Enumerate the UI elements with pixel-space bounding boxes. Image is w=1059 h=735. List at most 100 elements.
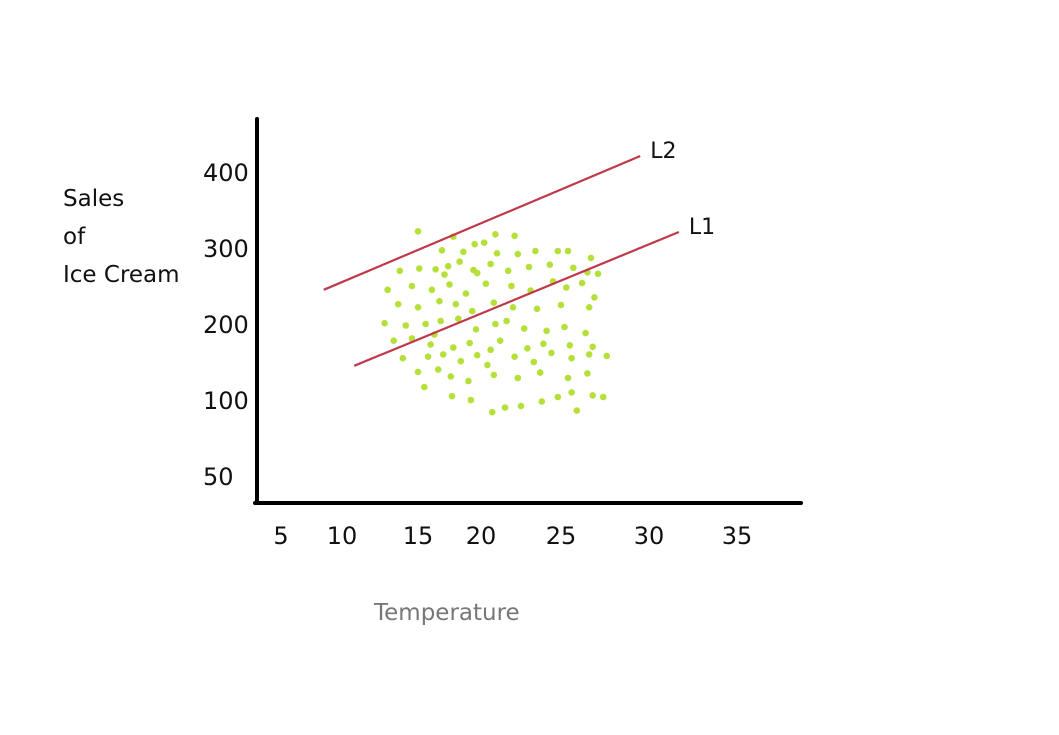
scatter-point bbox=[573, 407, 581, 414]
y-tick-label-400: 400 bbox=[203, 159, 249, 187]
line-l1 bbox=[353, 230, 680, 367]
scatter-point bbox=[480, 239, 488, 246]
y-tick-label-50: 50 bbox=[203, 463, 234, 491]
scatter-point bbox=[460, 248, 467, 256]
scatter-point bbox=[427, 341, 434, 348]
scatter-point bbox=[424, 353, 432, 361]
scatter-point bbox=[432, 266, 439, 273]
x-tick-label-20: 20 bbox=[466, 522, 497, 550]
scatter-point bbox=[471, 240, 479, 248]
scatter-point bbox=[448, 392, 456, 400]
scatter-point bbox=[467, 396, 475, 404]
line-l2 bbox=[323, 154, 641, 291]
scatter-point bbox=[390, 337, 398, 345]
x-tick-label-5: 5 bbox=[273, 522, 288, 550]
scatter-point bbox=[568, 389, 575, 396]
scatter-point bbox=[414, 228, 422, 235]
scatter-point bbox=[452, 300, 460, 308]
scatter-point bbox=[585, 304, 593, 311]
line-label-l1: L1 bbox=[689, 215, 715, 240]
y-axis-label: Sales of Ice Cream bbox=[63, 186, 180, 288]
scatter-point bbox=[517, 402, 525, 410]
scatter-point bbox=[599, 393, 607, 401]
scatter-point bbox=[536, 369, 544, 376]
y-axis-label-line-3: Ice Cream bbox=[63, 262, 180, 288]
scatter-point bbox=[484, 361, 491, 369]
scatter-point bbox=[548, 349, 555, 357]
scatter-point bbox=[504, 267, 512, 275]
scatter-point bbox=[511, 232, 518, 240]
scatter-point bbox=[591, 294, 598, 301]
scatter-point bbox=[437, 317, 445, 325]
scatter-point bbox=[446, 281, 453, 288]
scatter-point bbox=[594, 270, 602, 278]
scatter-point bbox=[585, 351, 593, 358]
scatter-point bbox=[511, 353, 518, 361]
scatter-point bbox=[568, 354, 575, 362]
scatter-point bbox=[570, 264, 577, 272]
scatter-point bbox=[493, 250, 501, 257]
y-tick-labels: 400 300 200 100 50 bbox=[203, 159, 249, 491]
scatter-point bbox=[584, 370, 591, 377]
scatter-point bbox=[525, 263, 533, 271]
scatter-point bbox=[473, 351, 481, 359]
scatter-point bbox=[496, 337, 504, 345]
scatter-point bbox=[501, 404, 509, 411]
scatter-points bbox=[381, 228, 611, 416]
scatter-point bbox=[473, 269, 481, 277]
scatter-point bbox=[538, 398, 546, 405]
scatter-point bbox=[457, 357, 465, 365]
scatter-point bbox=[543, 327, 550, 335]
scatter-point bbox=[508, 282, 515, 290]
scatter-point bbox=[554, 393, 562, 401]
x-tick-label-30: 30 bbox=[634, 522, 665, 550]
scatter-point bbox=[564, 247, 572, 255]
scatter-point bbox=[456, 258, 463, 266]
scatter-point bbox=[487, 346, 494, 354]
scatter-point bbox=[530, 358, 538, 366]
scatter-point bbox=[566, 342, 574, 349]
y-tick-label-200: 200 bbox=[203, 311, 249, 339]
x-tick-label-15: 15 bbox=[403, 522, 434, 550]
scatter-point bbox=[447, 373, 455, 380]
scatter-point bbox=[399, 354, 407, 362]
scatter-point bbox=[540, 340, 547, 348]
scatter-point bbox=[603, 352, 611, 360]
scatter-point bbox=[414, 368, 422, 376]
scatter-point bbox=[436, 297, 443, 305]
scatter-point bbox=[428, 286, 436, 294]
scatter-point bbox=[465, 377, 472, 385]
axes bbox=[253, 117, 803, 505]
scatter-point bbox=[402, 322, 410, 329]
scatter-point bbox=[589, 343, 596, 351]
scatter-point bbox=[514, 374, 522, 382]
scatter-point bbox=[441, 271, 448, 278]
scatter-point bbox=[472, 326, 480, 333]
scatter-point bbox=[421, 383, 428, 391]
scatter-point bbox=[466, 339, 474, 347]
scatter-point bbox=[408, 282, 416, 290]
scatter-point bbox=[394, 300, 402, 308]
x-axis-label: Temperature bbox=[373, 600, 520, 626]
x-tick-label-35: 35 bbox=[722, 522, 753, 550]
scatter-point bbox=[532, 247, 539, 255]
scatter-point bbox=[414, 304, 422, 311]
scatter-point bbox=[561, 323, 568, 331]
scatter-point bbox=[416, 265, 423, 272]
y-axis-label-line-1: Sales bbox=[63, 186, 124, 212]
scatter-point bbox=[490, 299, 498, 307]
scatter-point bbox=[546, 261, 554, 269]
scatter-point bbox=[487, 260, 494, 268]
scatter-point bbox=[509, 304, 517, 311]
scatter-point bbox=[384, 286, 391, 294]
scatter-point bbox=[503, 317, 510, 325]
scatter-point bbox=[582, 329, 589, 337]
scatter-point bbox=[587, 254, 595, 262]
scatter-point bbox=[396, 267, 404, 275]
scatter-point bbox=[490, 371, 498, 379]
scatter-point bbox=[520, 325, 528, 332]
x-tick-labels: 5 10 15 20 25 30 35 bbox=[273, 522, 752, 550]
scatter-point bbox=[468, 307, 476, 315]
x-tick-label-10: 10 bbox=[327, 522, 358, 550]
y-tick-label-300: 300 bbox=[203, 235, 249, 263]
